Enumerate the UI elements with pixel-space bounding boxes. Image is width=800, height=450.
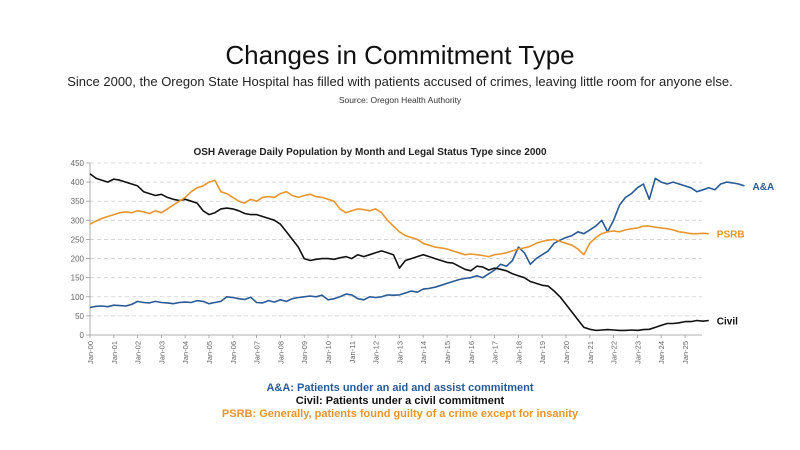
x-tick-label: Jan-20 [562,341,571,364]
y-tick-label: 150 [71,274,85,283]
legend-note-aa: A&A: Patients under an aid and assist co… [266,382,534,394]
x-tick-label: Jan-00 [86,341,95,364]
x-tick-label: Jan-16 [467,341,476,364]
x-tick-label: Jan-25 [681,341,690,364]
x-tick-label: Jan-22 [610,341,619,364]
x-tick-label: Jan-13 [395,341,404,364]
y-tick-label: 450 [71,159,85,168]
series-line-civil [89,173,709,332]
x-tick-label: Jan-09 [300,341,309,364]
y-tick-label: 200 [71,255,85,264]
x-tick-label: Jan-19 [538,341,547,364]
y-tick-label: 350 [71,197,85,206]
x-tick-label: Jan-18 [514,341,523,364]
y-tick-label: 0 [80,331,85,340]
series-end-label: A&A [753,182,775,193]
series-end-label: Civil [717,316,738,327]
x-tick-label: Jan-06 [229,341,238,364]
y-tick-label: 400 [71,178,85,187]
x-tick-label: Jan-21 [586,341,595,364]
x-tick-label: Jan-17 [491,341,500,364]
x-tick-label: Jan-05 [205,341,214,364]
x-tick-label: Jan-04 [181,341,190,364]
x-tick-label: Jan-23 [633,341,642,364]
x-tick-label: Jan-15 [443,341,452,364]
source-note: Source: Oregon Health Authority [338,95,462,105]
y-tick-label: 300 [71,216,85,225]
legend-note-psrb: PSRB: Generally, patients found guilty o… [221,408,579,420]
page-subtitle: Since 2000, the Oregon State Hospital ha… [67,74,733,89]
x-tick-label: Jan-08 [276,341,285,364]
x-tick-label: Jan-10 [324,341,333,364]
x-tick-label: Jan-01 [110,341,119,364]
legend-note-civil: Civil: Patients under a civil commitment [295,395,505,407]
y-tick-label: 250 [71,235,85,244]
x-tick-label: Jan-14 [419,341,428,364]
x-tick-label: Jan-12 [372,341,381,364]
x-tick-label: Jan-11 [348,341,357,363]
x-tick-label: Jan-03 [157,341,166,364]
x-tick-label: Jan-02 [134,341,143,364]
series-line-aa [89,177,745,309]
chart-title: OSH Average Daily Population by Month an… [193,147,546,158]
series-line-psrb [89,179,709,258]
x-tick-label: Jan-24 [657,341,666,364]
y-tick-label: 100 [71,293,85,302]
series-end-label: PSRB [717,230,745,241]
page-title: Changes in Commitment Type [225,40,575,70]
x-tick-label: Jan-07 [253,341,262,364]
y-tick-label: 50 [75,312,84,321]
